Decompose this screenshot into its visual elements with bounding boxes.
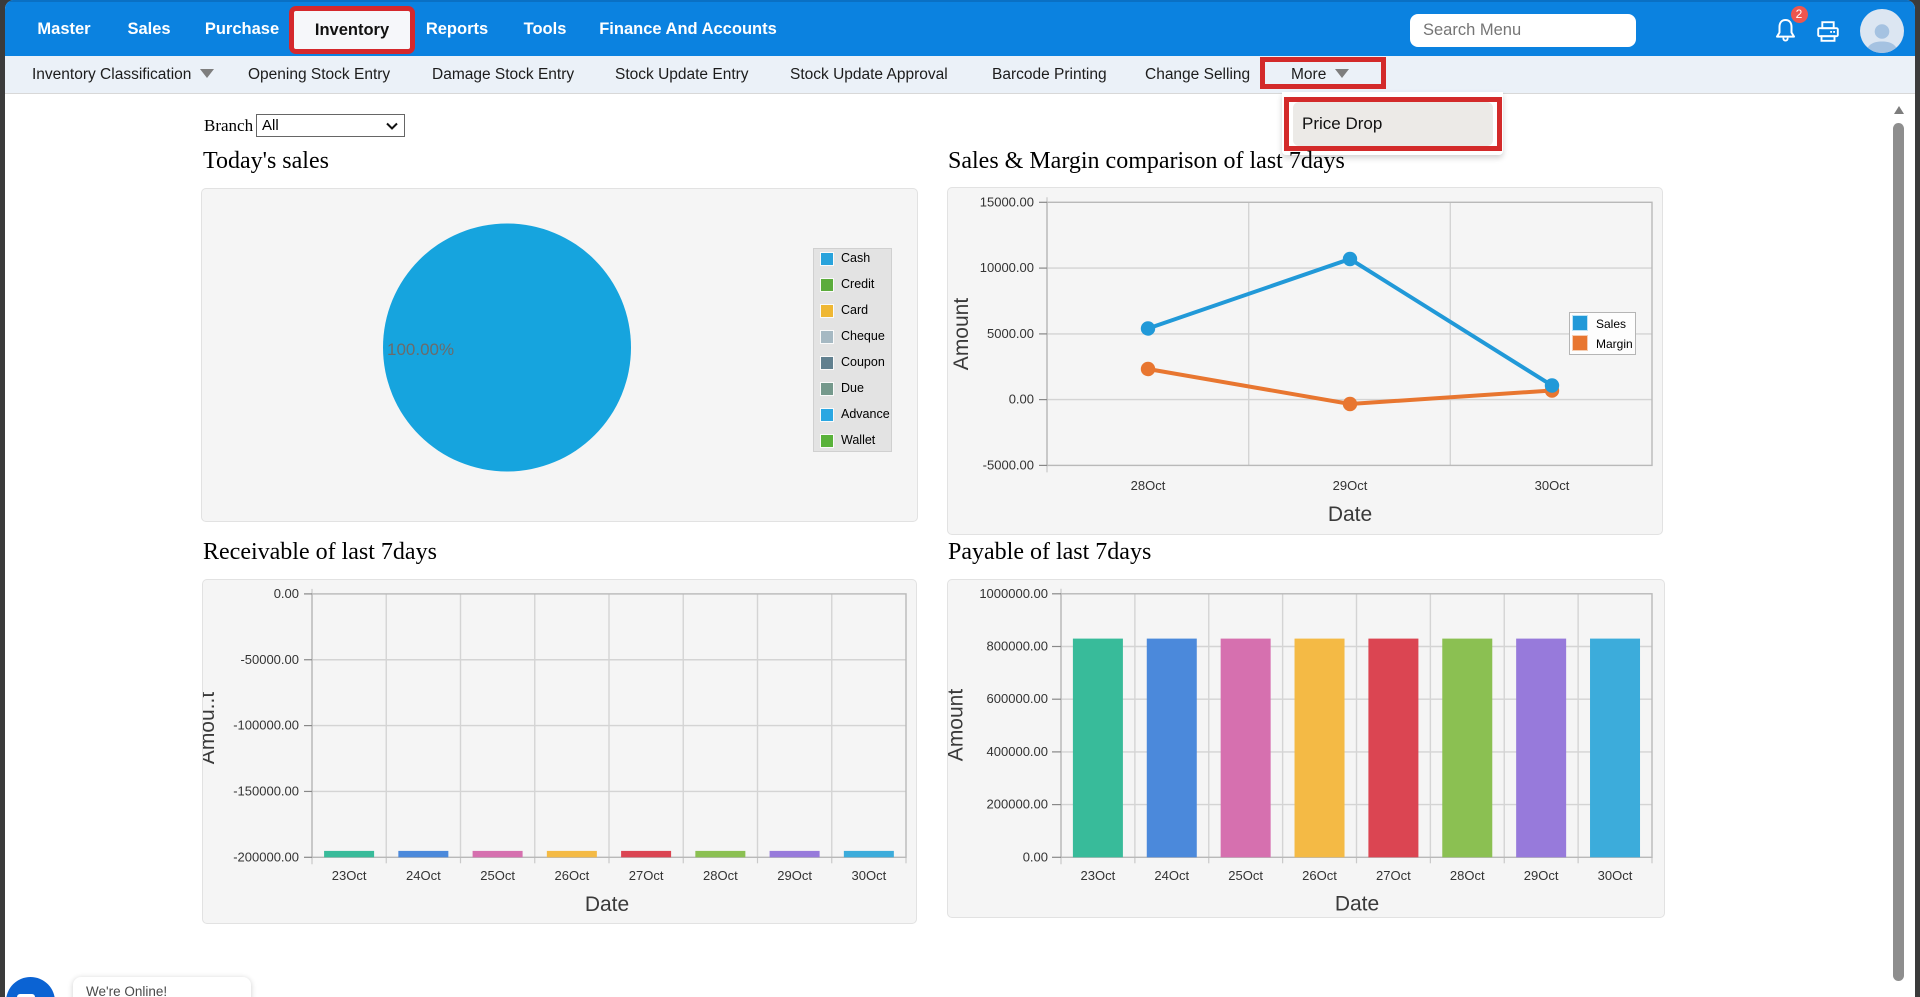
svg-text:26Oct: 26Oct: [555, 868, 590, 883]
svg-text:30Oct: 30Oct: [1598, 868, 1633, 883]
svg-text:-50000.00: -50000.00: [240, 652, 299, 667]
svg-text:23Oct: 23Oct: [1081, 868, 1116, 883]
svg-text:-200000.00: -200000.00: [233, 849, 299, 864]
svg-text:30Oct: 30Oct: [1535, 478, 1570, 493]
svg-text:27Oct: 27Oct: [629, 868, 664, 883]
svg-text:23Oct: 23Oct: [332, 868, 367, 883]
svg-text:24Oct: 24Oct: [1154, 868, 1189, 883]
svg-text:30Oct: 30Oct: [852, 868, 887, 883]
svg-text:-150000.00: -150000.00: [233, 783, 299, 798]
svg-text:29Oct: 29Oct: [1333, 478, 1368, 493]
svg-text:1000000.00: 1000000.00: [979, 586, 1048, 601]
svg-text:Date: Date: [1335, 893, 1379, 916]
svg-text:200000.00: 200000.00: [987, 797, 1048, 812]
svg-text:26Oct: 26Oct: [1302, 868, 1337, 883]
svg-text:400000.00: 400000.00: [987, 744, 1048, 759]
svg-text:Amou..t: Amou..t: [203, 692, 219, 765]
svg-text:Amount: Amount: [948, 689, 968, 762]
svg-text:0.00: 0.00: [1009, 392, 1034, 407]
svg-text:600000.00: 600000.00: [987, 691, 1048, 706]
svg-text:Date: Date: [1328, 503, 1372, 526]
svg-text:25Oct: 25Oct: [480, 868, 515, 883]
svg-text:800000.00: 800000.00: [987, 639, 1048, 654]
svg-text:29Oct: 29Oct: [777, 868, 812, 883]
svg-text:24Oct: 24Oct: [406, 868, 441, 883]
svg-text:0.00: 0.00: [274, 586, 299, 601]
svg-text:28Oct: 28Oct: [703, 868, 738, 883]
svg-text:28Oct: 28Oct: [1131, 478, 1166, 493]
svg-text:Date: Date: [585, 893, 629, 916]
svg-text:15000.00: 15000.00: [980, 194, 1034, 209]
svg-text:-5000.00: -5000.00: [983, 457, 1034, 472]
svg-text:100.00%: 100.00%: [387, 340, 454, 359]
svg-text:5000.00: 5000.00: [987, 326, 1034, 341]
svg-text:0.00: 0.00: [1023, 849, 1048, 864]
svg-text:27Oct: 27Oct: [1376, 868, 1411, 883]
svg-text:10000.00: 10000.00: [980, 260, 1034, 275]
svg-text:Amount: Amount: [950, 298, 973, 371]
svg-text:-100000.00: -100000.00: [233, 718, 299, 733]
svg-text:29Oct: 29Oct: [1524, 868, 1559, 883]
svg-text:25Oct: 25Oct: [1228, 868, 1263, 883]
svg-text:28Oct: 28Oct: [1450, 868, 1485, 883]
